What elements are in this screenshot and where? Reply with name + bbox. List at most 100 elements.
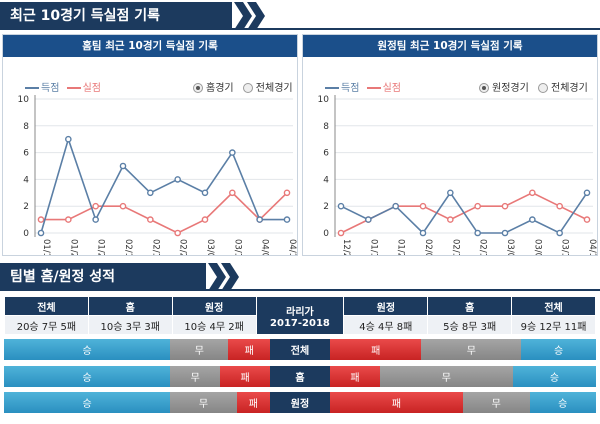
header-home-home: 홈 [87,296,173,316]
away-win-segment: 승 [521,339,596,360]
x-tick-label: 02/25승 [178,239,188,255]
home-win-segment: 승 [4,392,171,413]
data-point-conceded [229,189,236,197]
home-team-chart-panel: 홈팀 최근 10경기 득실점 기록 득점 실점 홈경기 전체경기 0 2 4 6 8 10… [2,34,298,256]
data-point-conceded [474,202,481,210]
x-tick-date: 04/10 [587,239,597,255]
away-loss-segment: 패 [330,339,422,360]
x-tick-date: 02/05 [423,239,433,255]
y-tick-label: 4 [23,175,29,185]
x-tick-label: 04/08무 [260,239,270,255]
section-divider [0,28,600,30]
bar-row-label: 전체 [270,339,330,360]
data-point-scored [283,216,291,223]
x-tick-label: 12/28승 [341,239,351,255]
x-tick-date: 01/22 [68,239,78,255]
data-point-conceded [174,229,181,237]
home-loss-segment: 패 [220,366,270,387]
x-tick-date: 02/16 [450,239,460,255]
x-tick-date: 02/19 [478,239,488,255]
data-point-conceded [201,216,209,223]
toggle-all-games[interactable]: 전체경기 [242,79,293,94]
x-tick-date: 01/20 [396,239,406,255]
away-total-record: 9승 12무 11패 [511,315,596,335]
away-win-segment: 승 [512,366,596,387]
data-point-conceded [119,202,127,210]
home-away-record-table: 전체 홈 원정 라리가 2017-2018 원정 홈 전체 20승 7무 5패 … [4,296,596,335]
section-title: 팀별 홈/원정 성적 [0,263,206,291]
x-tick-date: 03/19 [232,239,242,255]
x-tick-label: 02/15승 [150,239,160,255]
series-line-scored [340,191,588,235]
x-tick-date: 02/25 [178,239,188,255]
data-point-scored [392,202,399,210]
header-away-away: 원정 [343,296,429,316]
data-point-scored [447,189,454,197]
away-draw-segment: 무 [379,366,513,387]
data-point-conceded [283,189,291,197]
record-bar-row: 승 무 패 원정 패 무 승 [4,392,596,413]
x-tick-label: 03/19패 [560,239,570,255]
away-draw-segment: 무 [463,392,530,413]
home-win-segment: 승 [4,339,171,360]
league-season-cell: 라리가 2017-2018 [255,296,345,335]
legend-conceded: 실점 [366,79,401,94]
x-tick-label: 03/19승 [232,239,242,255]
y-tick-label: 2 [23,202,29,212]
x-tick-label: 02/16승 [450,239,460,255]
chart-legend: 득점 실점 [325,79,405,94]
data-point-conceded [92,202,99,210]
x-tick-date: 12/28 [341,239,351,255]
x-tick-date: 04/08 [260,239,270,255]
data-point-conceded [529,189,536,197]
record-bar-row: 승 무 패 전체 패 무 승 [4,339,596,360]
header-home-total: 전체 [4,296,89,316]
x-tick-label: 01/15무 [368,239,378,255]
panel-title: 원정팀 최근 10경기 득실점 기록 [303,35,597,57]
radio-selected-icon [193,83,203,93]
y-tick-label: 10 [318,95,330,105]
home-loss-segment: 패 [228,339,270,360]
data-point-conceded [556,202,563,210]
away-team-chart-panel: 원정팀 최근 10경기 득실점 기록 득점 실점 원정경기 전체경기 0 2 4 6 8… [302,34,598,256]
data-point-scored [201,189,209,197]
data-point-scored [529,216,536,223]
chevron-right-icon [208,263,239,291]
data-point-scored [583,189,591,197]
x-tick-label: 04/10승 [587,239,597,255]
x-tick-label: 02/19패 [478,239,488,255]
away-home-record: 5승 8무 3패 [427,315,513,335]
toggle-home-games[interactable]: 홈경기 [193,79,234,94]
bar-row-label: 원정 [270,392,330,413]
y-tick-label: 10 [18,95,30,105]
x-tick-date: 01/14 [41,239,51,255]
legend-conceded: 실점 [66,79,101,94]
x-tick-label: 02/05패 [423,239,433,255]
away-draw-segment: 무 [421,339,522,360]
y-tick-label: 4 [323,175,329,185]
toggle-all-games[interactable]: 전체경기 [538,79,588,94]
x-tick-label: 01/26패 [96,239,106,255]
away-team-line-chart: 024681012/28승01/15무01/20무02/05패02/16승02/… [318,95,597,255]
season-label: 2017-2018 [270,317,330,329]
game-type-toggle: 원정경기 전체경기 [473,79,588,94]
data-point-conceded [583,216,591,223]
home-total-record: 20승 7무 5패 [4,315,89,335]
data-point-scored [256,216,263,223]
y-tick-label: 6 [323,149,329,159]
header-home-away: 원정 [171,296,257,316]
data-point-scored [365,216,372,223]
data-point-scored [337,202,345,210]
home-loss-segment: 패 [236,392,270,413]
data-point-conceded [337,229,345,237]
data-point-scored [119,162,127,170]
home-draw-segment: 무 [170,366,221,387]
away-loss-segment: 패 [330,392,463,413]
toggle-away-games[interactable]: 원정경기 [479,79,529,94]
x-tick-label: 04/12패 [287,239,297,255]
radio-icon [242,83,253,93]
data-point-conceded [65,216,72,223]
y-tick-label: 8 [23,122,29,132]
x-tick-label: 01/22패 [68,239,78,255]
header-away-home: 홈 [427,296,513,316]
